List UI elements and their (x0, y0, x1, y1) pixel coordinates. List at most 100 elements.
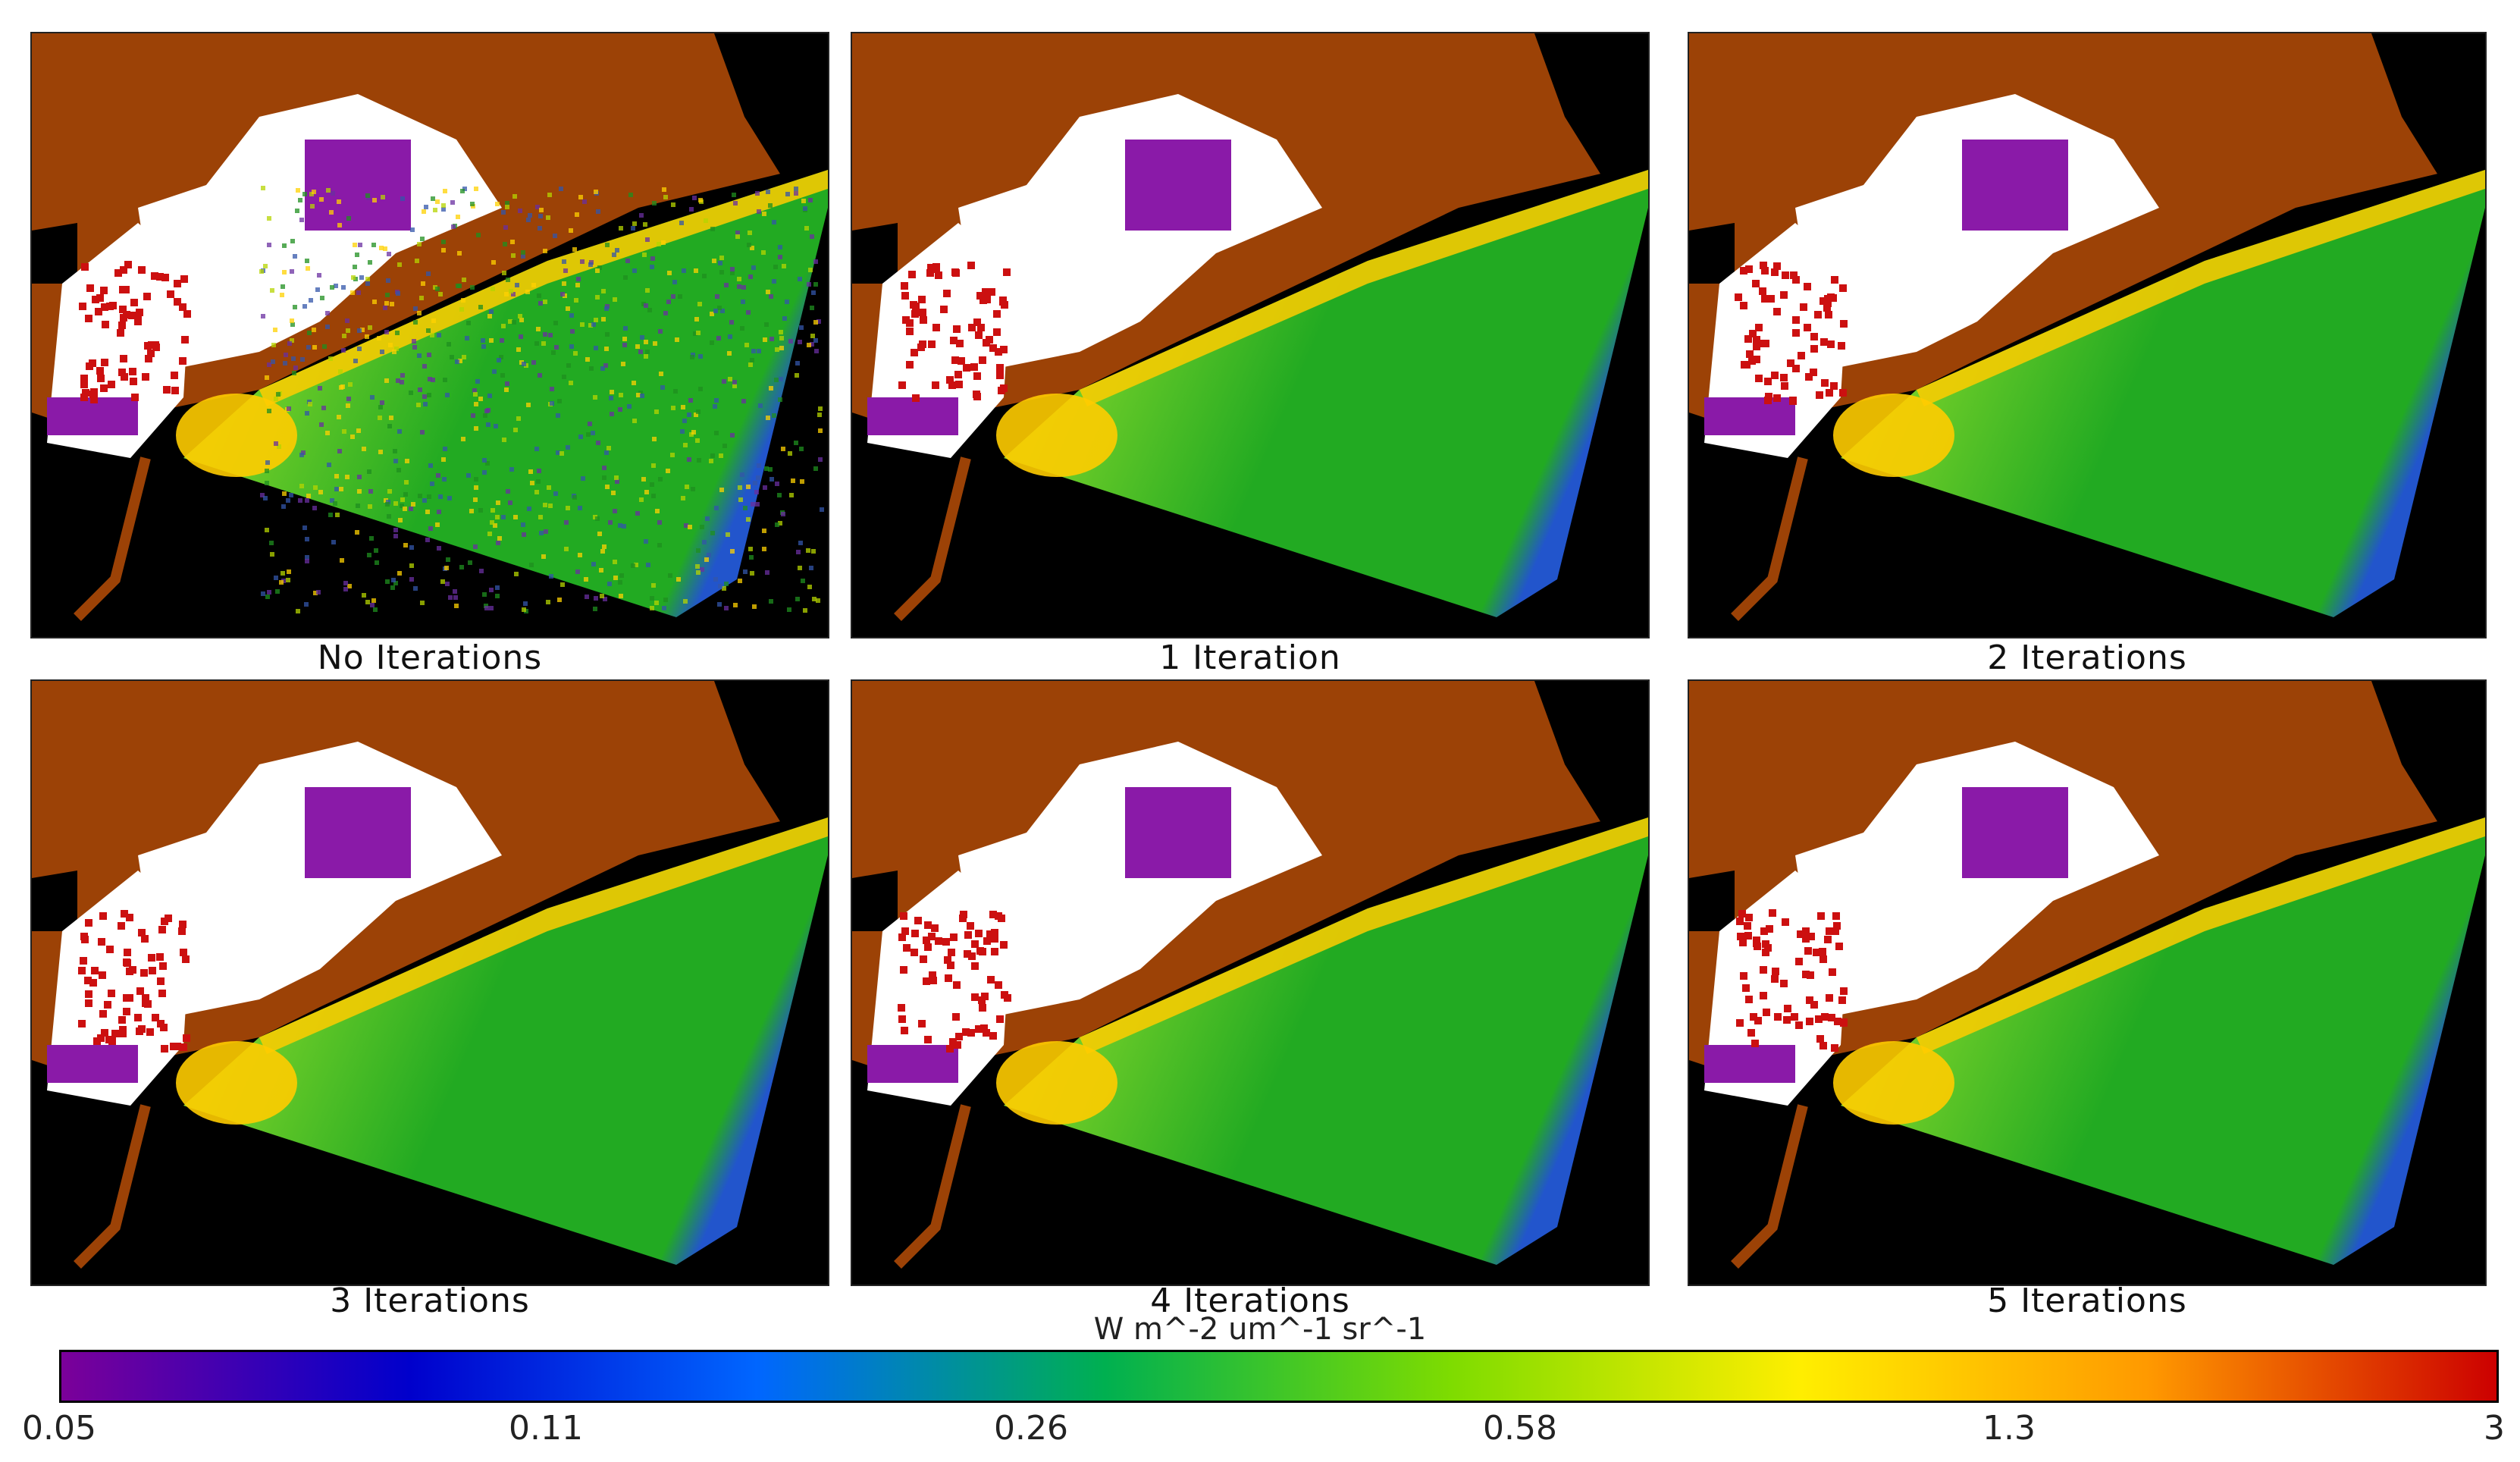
noise-pixel (718, 261, 722, 265)
noise-pixel (387, 514, 391, 519)
speckle (171, 387, 179, 394)
speckle (1737, 933, 1744, 940)
speckle (950, 337, 958, 344)
speckle (1741, 361, 1748, 369)
noise-pixel (658, 329, 663, 334)
noise-pixel (267, 409, 271, 413)
speckle (78, 967, 86, 974)
noise-pixel (575, 569, 580, 574)
noise-pixel (642, 253, 647, 257)
noise-pixel (465, 336, 469, 340)
noise-pixel (416, 403, 421, 407)
noise-pixel (811, 549, 816, 554)
noise-pixel (284, 353, 288, 357)
speckle (1745, 914, 1753, 921)
noise-pixel (566, 363, 571, 368)
speckle (1810, 333, 1818, 340)
noise-pixel (543, 300, 547, 304)
speckle (1817, 912, 1825, 920)
noise-pixel (385, 502, 390, 507)
noise-pixel (374, 548, 378, 553)
speckle (81, 936, 89, 943)
noise-pixel (554, 345, 559, 350)
noise-pixel (779, 330, 783, 334)
speckle (1810, 1001, 1818, 1009)
speckle (96, 367, 104, 375)
noise-pixel (287, 406, 291, 411)
noise-pixel (287, 569, 291, 574)
noise-pixel (732, 380, 737, 384)
noise-pixel (631, 226, 635, 231)
noise-pixel (639, 213, 644, 218)
noise-pixel (744, 343, 749, 347)
noise-pixel (391, 578, 396, 582)
speckle (1766, 925, 1773, 933)
noise-pixel (796, 550, 801, 554)
noise-pixel (753, 481, 757, 485)
noise-pixel (397, 571, 402, 576)
speckle (120, 355, 127, 362)
noise-pixel (290, 338, 294, 343)
noise-pixel (519, 318, 524, 322)
noise-pixel (722, 586, 726, 591)
noise-pixel (334, 474, 339, 478)
noise-pixel (585, 357, 590, 362)
speckle (1829, 968, 1836, 976)
speckle (179, 921, 186, 928)
noise-pixel (305, 537, 309, 541)
noise-pixel (588, 262, 593, 267)
speckle (80, 375, 88, 382)
noise-pixel (353, 265, 357, 269)
noise-pixel (578, 195, 583, 199)
noise-pixel (390, 585, 395, 590)
speckle (976, 292, 984, 300)
speckle (1744, 922, 1751, 930)
noise-pixel (325, 431, 330, 435)
panel-4-iterations (851, 679, 1650, 1286)
noise-pixel (413, 586, 418, 591)
noise-pixel (622, 343, 627, 347)
noise-pixel (604, 347, 609, 351)
noise-pixel (471, 413, 475, 418)
speckle (130, 378, 137, 385)
noise-pixel (348, 382, 353, 387)
noise-pixel (557, 598, 562, 602)
noise-pixel (396, 378, 400, 383)
noise-pixel (717, 602, 722, 607)
speckle (1773, 262, 1781, 270)
noise-pixel (337, 223, 342, 227)
noise-pixel (654, 601, 659, 605)
noise-pixel (700, 525, 704, 529)
noise-pixel (409, 391, 413, 395)
speckle (1797, 930, 1804, 938)
noise-pixel (443, 378, 447, 382)
noise-pixel (569, 313, 574, 318)
noise-pixel (596, 441, 600, 445)
speckle (1806, 1018, 1813, 1025)
panel-2-iterations (1688, 32, 2487, 638)
speckle (1762, 340, 1769, 347)
speckle (955, 381, 963, 388)
noise-pixel (422, 209, 426, 214)
noise-pixel (384, 330, 389, 334)
noise-pixel (381, 195, 385, 199)
noise-pixel (675, 337, 679, 342)
speckle (158, 990, 166, 997)
noise-pixel (487, 394, 492, 398)
noise-pixel (737, 277, 741, 281)
speckle (124, 261, 132, 268)
speckle (118, 1016, 126, 1024)
speckle (182, 955, 190, 963)
speckle (183, 310, 191, 318)
speckle (906, 361, 914, 369)
speckle (121, 910, 128, 918)
noise-pixel (481, 344, 486, 349)
speckle (982, 288, 989, 296)
noise-pixel (662, 606, 666, 610)
noise-pixel (387, 252, 391, 256)
speckle (996, 1015, 1004, 1023)
colorbar-tick: 0.26 (994, 1409, 1068, 1448)
noise-pixel (719, 256, 724, 260)
noise-pixel (281, 504, 286, 509)
speckle (1755, 375, 1763, 382)
